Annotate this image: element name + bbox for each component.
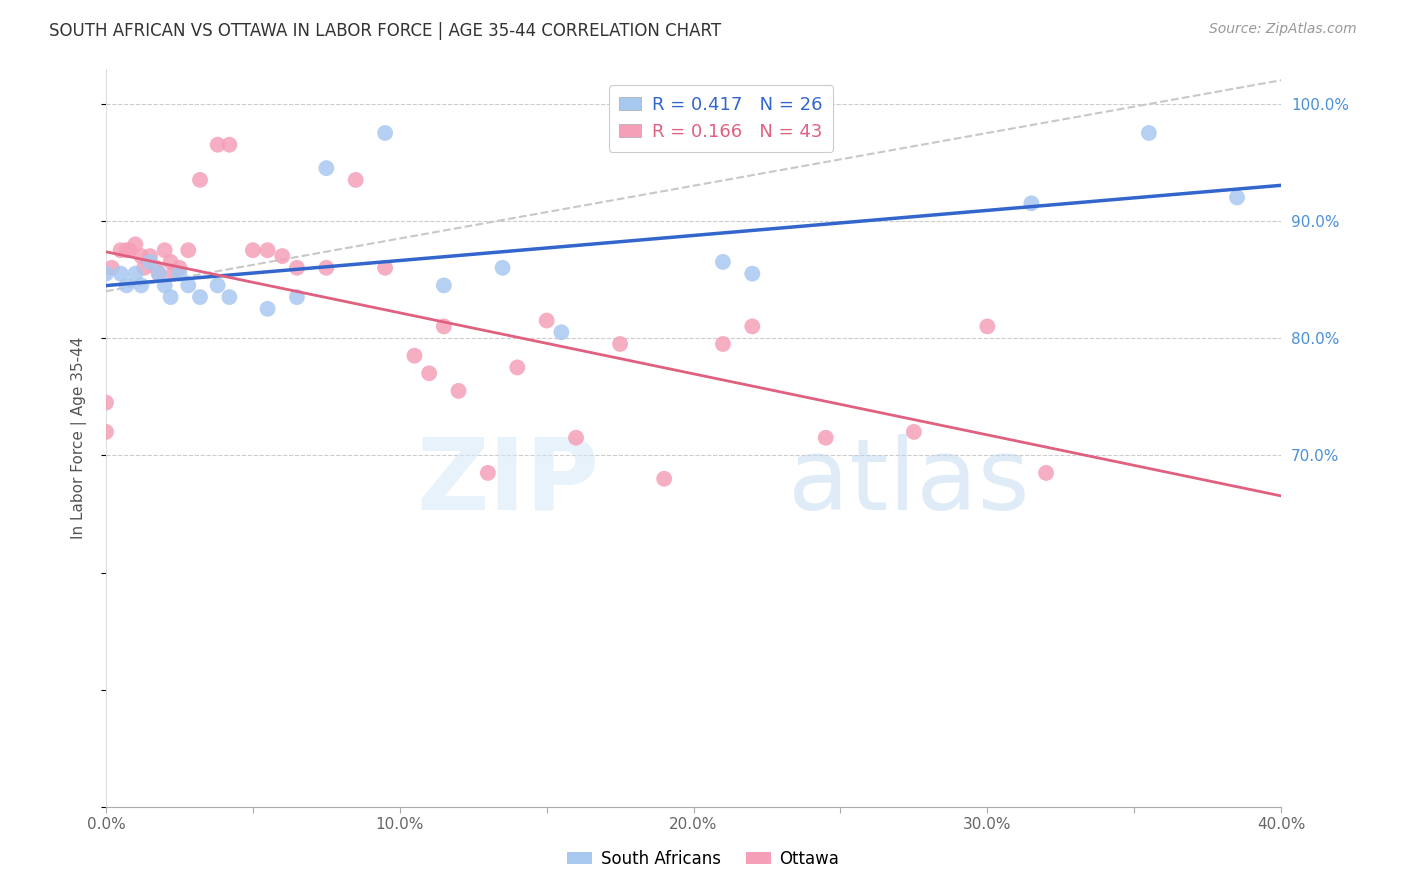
Point	[741, 319, 763, 334]
Point	[1035, 466, 1057, 480]
Y-axis label: In Labor Force | Age 35-44: In Labor Force | Age 35-44	[72, 336, 87, 539]
Point	[741, 267, 763, 281]
Point	[139, 255, 162, 269]
Legend: South Africans, Ottawa: South Africans, Ottawa	[561, 844, 845, 875]
Point	[218, 137, 240, 152]
Point	[1226, 190, 1249, 204]
Point	[169, 267, 191, 281]
Point	[256, 301, 278, 316]
Point	[1137, 126, 1160, 140]
Point	[374, 126, 396, 140]
Point	[285, 260, 308, 275]
Point	[506, 360, 529, 375]
Point	[159, 290, 181, 304]
Point	[153, 243, 176, 257]
Text: ZIP: ZIP	[416, 434, 599, 531]
Point	[418, 366, 440, 380]
Point	[148, 267, 170, 281]
Point	[218, 290, 240, 304]
Point	[124, 267, 146, 281]
Point	[118, 243, 141, 257]
Text: Source: ZipAtlas.com: Source: ZipAtlas.com	[1209, 22, 1357, 37]
Point	[652, 472, 675, 486]
Point	[145, 260, 167, 275]
Point	[94, 425, 117, 439]
Point	[110, 267, 132, 281]
Point	[129, 278, 152, 293]
Point	[188, 173, 211, 187]
Point	[315, 260, 337, 275]
Point	[129, 249, 152, 263]
Point	[1021, 196, 1043, 211]
Point	[110, 243, 132, 257]
Point	[153, 278, 176, 293]
Point	[115, 243, 138, 257]
Point	[711, 255, 734, 269]
Point	[242, 243, 264, 257]
Point	[115, 278, 138, 293]
Point	[477, 466, 499, 480]
Point	[162, 267, 184, 281]
Point	[550, 325, 572, 339]
Point	[903, 425, 925, 439]
Point	[285, 290, 308, 304]
Point	[315, 161, 337, 176]
Point	[169, 260, 191, 275]
Point	[609, 337, 631, 351]
Point	[139, 249, 162, 263]
Point	[404, 349, 426, 363]
Point	[433, 319, 456, 334]
Point	[976, 319, 998, 334]
Point	[374, 260, 396, 275]
Point	[433, 278, 456, 293]
Point	[207, 137, 229, 152]
Point	[271, 249, 294, 263]
Point	[134, 260, 156, 275]
Point	[101, 260, 124, 275]
Point	[148, 267, 170, 281]
Text: SOUTH AFRICAN VS OTTAWA IN LABOR FORCE | AGE 35-44 CORRELATION CHART: SOUTH AFRICAN VS OTTAWA IN LABOR FORCE |…	[49, 22, 721, 40]
Point	[159, 255, 181, 269]
Point	[94, 395, 117, 409]
Point	[177, 243, 200, 257]
Point	[814, 431, 837, 445]
Text: atlas: atlas	[787, 434, 1029, 531]
Point	[491, 260, 513, 275]
Point	[207, 278, 229, 293]
Point	[94, 267, 117, 281]
Point	[711, 337, 734, 351]
Point	[447, 384, 470, 398]
Point	[177, 278, 200, 293]
Point	[188, 290, 211, 304]
Point	[565, 431, 588, 445]
Legend: R = 0.417   N = 26, R = 0.166   N = 43: R = 0.417 N = 26, R = 0.166 N = 43	[609, 85, 834, 152]
Point	[536, 313, 558, 327]
Point	[344, 173, 367, 187]
Point	[256, 243, 278, 257]
Point	[124, 237, 146, 252]
